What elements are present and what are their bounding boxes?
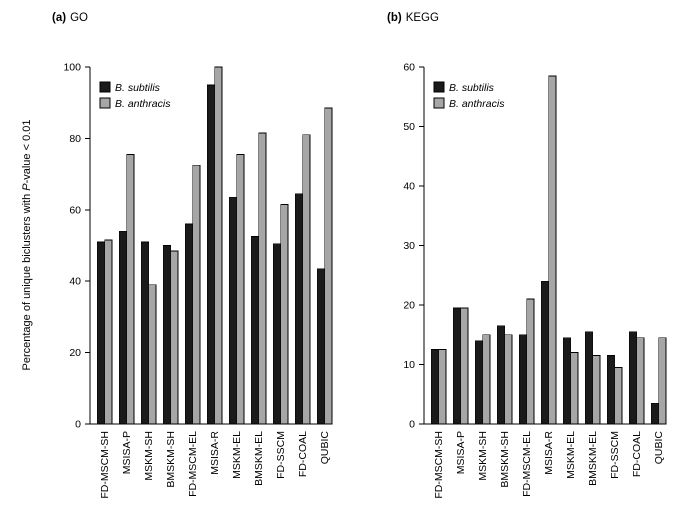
- category-label: MSKM-SH: [143, 431, 155, 481]
- category-label: BMSKM-SH: [499, 431, 511, 488]
- category-label: FD-MSCM-EL: [187, 431, 199, 497]
- bar-anthracis: [236, 154, 245, 425]
- y-tick-label: 20: [69, 347, 81, 359]
- bar-anthracis: [148, 284, 157, 425]
- category-label: FD-MSCM-SH: [99, 431, 111, 499]
- legend-swatch-anthracis: [433, 97, 445, 109]
- bar-subtilis: [628, 331, 638, 425]
- bar-subtilis: [606, 355, 616, 425]
- y-tick-label: 10: [403, 359, 415, 371]
- bar-subtilis: [452, 307, 462, 425]
- bar-subtilis: [518, 334, 528, 425]
- bar-subtilis: [540, 280, 550, 425]
- legend-a: B. subtilis B. anthracis: [99, 81, 171, 110]
- plot-area-a: 0 20 40 60 80 100 FD-MSCM-SH MSISA-P MSKM-SH BMSK…: [63, 62, 333, 499]
- y-tick-label: 30: [403, 240, 415, 252]
- category-label: FD-COAL: [297, 431, 309, 477]
- bar-subtilis: [584, 331, 594, 425]
- bar-anthracis: [324, 107, 333, 425]
- bar-anthracis: [592, 355, 601, 425]
- bar-anthracis: [214, 66, 223, 425]
- category-label: MSISA-P: [121, 431, 133, 474]
- legend-label-subtilis: B. subtilis: [115, 82, 161, 94]
- bar-subtilis: [496, 325, 506, 425]
- bar-subtilis: [272, 243, 282, 425]
- category-label: MSKM-EL: [231, 431, 243, 479]
- bar-anthracis: [636, 337, 645, 425]
- bar-subtilis: [184, 223, 194, 425]
- bar-subtilis: [162, 245, 172, 425]
- category-label: QUBIC: [653, 431, 665, 465]
- category-label: FD-MSCM-EL: [521, 431, 533, 497]
- category-label: FD-COAL: [631, 431, 643, 477]
- y-tick-label: 0: [409, 419, 415, 431]
- bar-anthracis: [504, 334, 513, 425]
- y-tick-label: 60: [403, 62, 415, 74]
- bar-subtilis: [474, 340, 484, 425]
- bar-anthracis: [614, 367, 623, 425]
- y-tick-label: 50: [403, 121, 415, 133]
- category-label: QUBIC: [319, 431, 331, 465]
- y-tick-label: 0: [75, 419, 81, 431]
- bar-subtilis: [140, 241, 150, 425]
- category-label: BMSKM-SH: [165, 431, 177, 488]
- category-label: FD-SSCM: [609, 431, 621, 479]
- bar-subtilis: [430, 349, 440, 425]
- legend-swatch-anthracis: [99, 97, 111, 109]
- bar-subtilis: [96, 241, 106, 425]
- panel-title-a: (a) GO: [52, 12, 88, 24]
- y-tick-label: 60: [69, 204, 81, 216]
- bar-subtilis: [294, 193, 304, 425]
- bar-subtilis: [650, 402, 660, 425]
- bar-subtilis: [118, 230, 128, 425]
- bar-subtilis: [206, 84, 216, 425]
- y-tick-label: 80: [69, 133, 81, 145]
- bar-anthracis: [258, 132, 267, 425]
- bar-anthracis: [192, 164, 201, 425]
- bar-anthracis: [526, 298, 535, 425]
- category-label: MSISA-R: [543, 431, 555, 475]
- category-label: MSISA-R: [209, 431, 221, 475]
- bar-anthracis: [460, 307, 469, 425]
- legend-label-anthracis: B. anthracis: [115, 98, 171, 110]
- bar-anthracis: [104, 239, 113, 425]
- category-label: FD-MSCM-SH: [433, 431, 445, 499]
- bar-anthracis: [482, 334, 491, 425]
- legend-label-subtilis: B. subtilis: [449, 82, 495, 94]
- category-label: MSKM-EL: [565, 431, 577, 479]
- legend-swatch-subtilis: [99, 81, 111, 93]
- bar-anthracis: [658, 337, 667, 425]
- bar-anthracis: [170, 250, 179, 425]
- legend-swatch-subtilis: [433, 81, 445, 93]
- bar-subtilis: [250, 236, 260, 425]
- y-axis-title: Percentage of unique biclusters withP-va…: [21, 120, 33, 371]
- bar-anthracis: [438, 349, 447, 425]
- panel-title-b: (b) KEGG: [387, 12, 439, 24]
- bar-anthracis: [126, 154, 135, 425]
- y-tick-label: 20: [403, 300, 415, 312]
- category-label: MSISA-P: [455, 431, 467, 474]
- bar-subtilis: [228, 196, 238, 425]
- chart-panel-b-kegg: (b) KEGG 0 10 20 30 40 50 60 FD-MSCM-SH MSISA-P MS…: [387, 12, 667, 499]
- bar-subtilis: [316, 268, 326, 425]
- category-label: BMSKM-EL: [253, 431, 265, 486]
- legend-b: B. subtilis B. anthracis: [433, 81, 505, 110]
- chart-panel-a-go: (a) GO Percentage of unique biclusters wi…: [21, 12, 333, 499]
- category-label: FD-SSCM: [275, 431, 287, 479]
- category-label: BMSKM-EL: [587, 431, 599, 486]
- y-tick-label: 40: [69, 276, 81, 288]
- bar-anthracis: [570, 352, 579, 425]
- bar-anthracis: [548, 75, 557, 425]
- y-tick-label: 100: [63, 62, 81, 74]
- bar-anthracis: [280, 204, 289, 425]
- bar-anthracis: [302, 134, 311, 425]
- y-tick-label: 40: [403, 181, 415, 193]
- plot-area-b: 0 10 20 30 40 50 60 FD-MSCM-SH MSISA-P MSKM-SH BMS…: [403, 62, 667, 499]
- bar-subtilis: [562, 337, 572, 425]
- category-label: MSKM-SH: [477, 431, 489, 481]
- legend-label-anthracis: B. anthracis: [449, 98, 505, 110]
